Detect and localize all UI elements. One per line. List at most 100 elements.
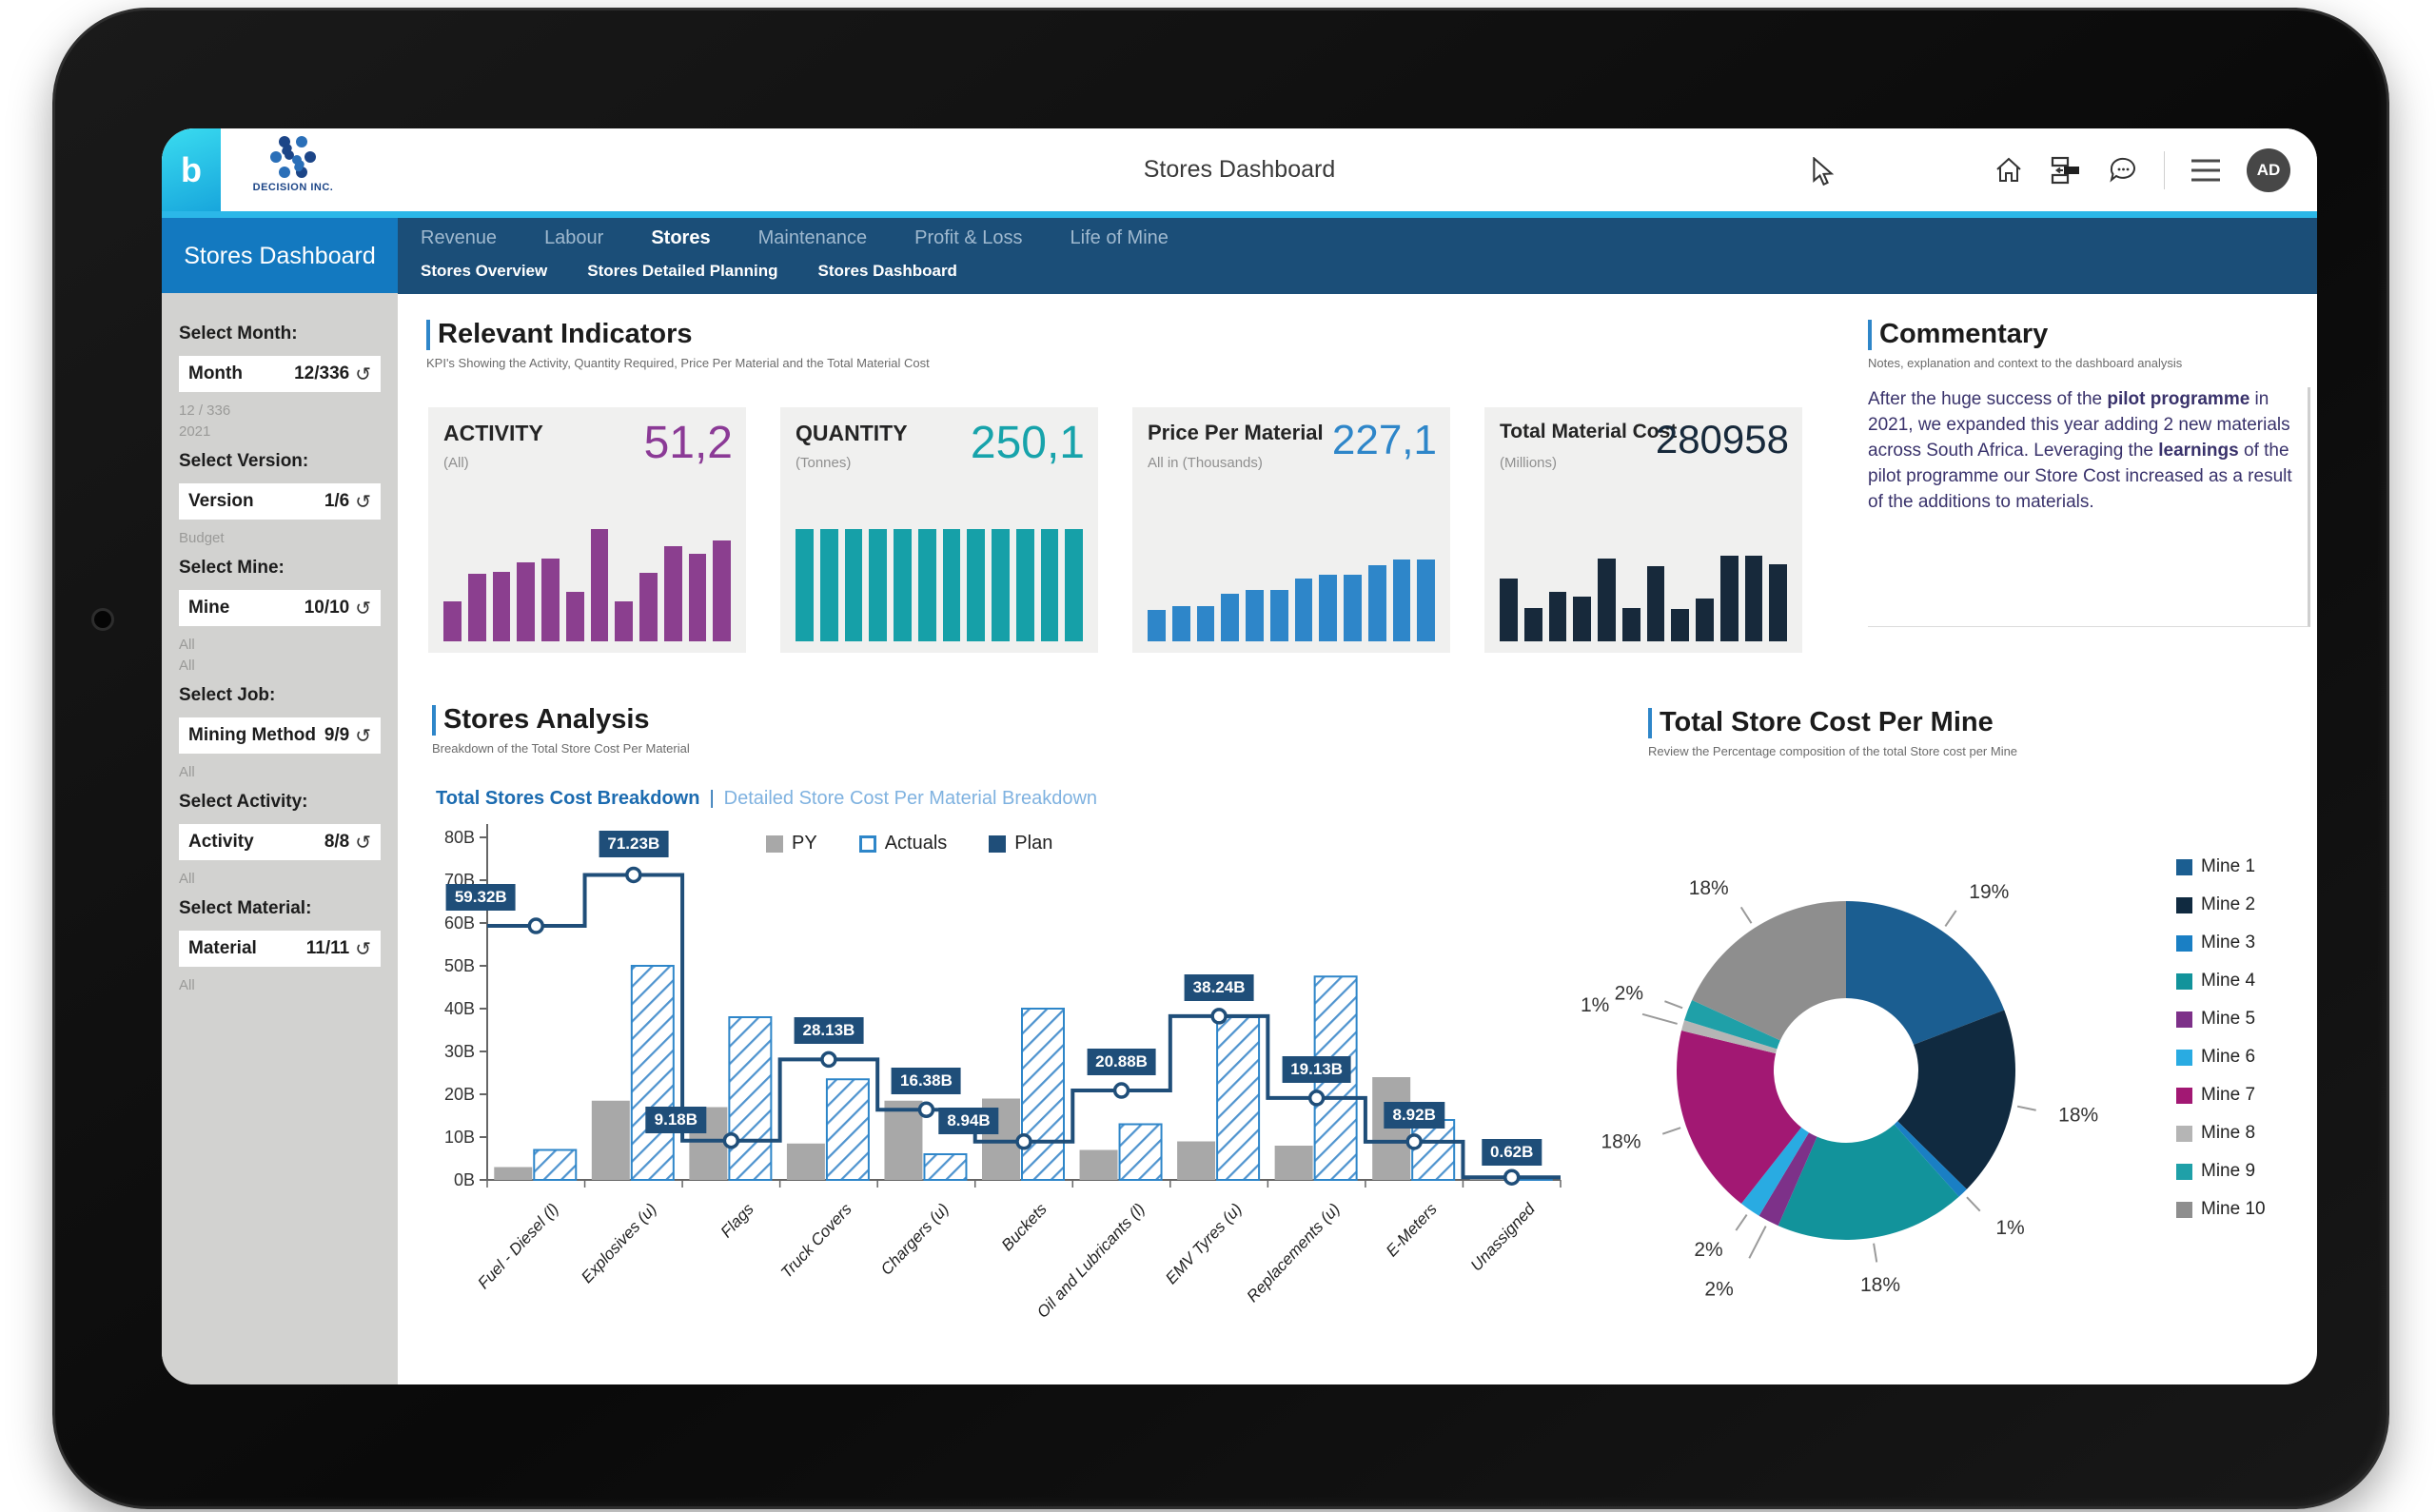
donut-slice-mine-7[interactable] (1677, 1031, 1802, 1204)
legend-swatch (2176, 1087, 2192, 1104)
donut-slice-mine-10[interactable] (1692, 901, 1846, 1041)
legend-swatch (858, 835, 876, 853)
spark-bar (663, 545, 682, 641)
menu-icon[interactable] (2190, 154, 2222, 187)
spark-bar (1500, 578, 1518, 641)
legend-swatch (2176, 858, 2192, 875)
filter-count: 9/9 (324, 725, 350, 745)
mouse-cursor (1811, 156, 1839, 192)
filter-selection: All (179, 977, 195, 993)
svg-text:30B: 30B (444, 1042, 475, 1061)
spark-bar (1573, 596, 1591, 641)
chat-icon[interactable] (2107, 154, 2139, 187)
mine-select[interactable]: Mine 10/10 ↺ (179, 590, 381, 626)
svg-text:10B: 10B (444, 1128, 475, 1147)
top-bar: b DECISION INC. Stores Dashboard (162, 128, 2317, 211)
tab-profit-loss[interactable]: Profit & Loss (914, 227, 1023, 248)
kpi-unit: (Millions) (1500, 455, 1557, 471)
kpi-value: 51,2 (643, 418, 733, 468)
spark-bar (615, 600, 633, 641)
refresh-icon[interactable]: ↺ (355, 832, 371, 854)
spark-bar (1015, 529, 1034, 641)
spark-bar (1392, 559, 1411, 641)
job-select[interactable]: Mining Method 9/9 ↺ (179, 717, 381, 754)
donut-percent-label: 18% (1860, 1274, 1900, 1296)
filter-label: Select Month: (179, 324, 298, 344)
plan-data-label: 71.23B (599, 831, 669, 858)
kpi-unit: (All) (443, 455, 469, 471)
brand-logo: DECISION INC. (236, 134, 350, 193)
month-select[interactable]: Month 12/336 ↺ (179, 356, 381, 392)
kpi-unit: All in (Thousands) (1148, 455, 1263, 471)
donut-percent-label: 18% (2058, 1105, 2098, 1127)
filter-selection: All (179, 871, 195, 887)
avatar[interactable]: AD (2247, 147, 2290, 192)
sitemap-icon[interactable] (2050, 154, 2082, 187)
spark-bar (639, 573, 658, 641)
donut-slice-mine-8[interactable] (1681, 1020, 1778, 1054)
refresh-icon[interactable]: ↺ (355, 598, 371, 619)
activity-select[interactable]: Activity 8/8 ↺ (179, 824, 381, 860)
spark-bar (492, 571, 511, 641)
filter-month: Select Month: Month 12/336 ↺ 12 / 336 2021 (179, 324, 381, 442)
legend-swatch (2176, 972, 2192, 990)
spark-bar (517, 562, 535, 641)
tab-maintenance[interactable]: Maintenance (757, 227, 868, 248)
accent-bar (1648, 707, 1652, 738)
donut-percent-label: 19% (1969, 881, 2009, 903)
donut-slice-mine-9[interactable] (1684, 1000, 1780, 1050)
total-store-cost-per-mine-header: Total Store Cost Per Mine Review the Per… (1648, 707, 2017, 758)
subtab-stores-overview[interactable]: Stores Overview (421, 262, 548, 280)
filter-label: Select Version: (179, 451, 309, 471)
spark-bar (1523, 607, 1542, 641)
subtab-stores-dashboard[interactable]: Stores Dashboard (817, 262, 957, 280)
spark-bar (590, 529, 609, 641)
donut-slice-mine-1[interactable] (1846, 901, 2005, 1045)
refresh-icon[interactable]: ↺ (355, 491, 371, 513)
app-screen: b DECISION INC. Stores Dashboard (162, 128, 2317, 1384)
legend-swatch (989, 835, 1007, 853)
donut-percent-label: 2% (1615, 983, 1643, 1005)
tab-stores[interactable]: Stores (651, 227, 711, 248)
donut-slice-mine-3[interactable] (1894, 1121, 1967, 1197)
refresh-icon[interactable]: ↺ (355, 725, 371, 747)
subtab-stores-detailed-planning[interactable]: Stores Detailed Planning (587, 262, 778, 280)
spark-bar (1367, 564, 1386, 641)
donut-percent-label: 18% (1689, 877, 1729, 899)
kpi-card-activity: ACTIVITY (All) 51,2 (428, 407, 746, 653)
svg-text:40B: 40B (444, 999, 475, 1018)
commentary-text: After the huge success of the pilot prog… (1868, 387, 2310, 627)
donut-slice-mine-2[interactable] (1897, 1010, 2015, 1189)
link-detailed-store-cost[interactable]: Detailed Store Cost Per Material Breakdo… (723, 788, 1098, 809)
section-title: Relevant Indicators (438, 319, 693, 349)
donut-slice-mine-5[interactable] (1758, 1132, 1817, 1227)
link-separator: | (709, 788, 715, 809)
refresh-icon[interactable]: ↺ (355, 938, 371, 960)
spark-bar (467, 574, 486, 641)
donut-slice-mine-6[interactable] (1740, 1127, 1809, 1216)
refresh-icon[interactable]: ↺ (355, 363, 371, 385)
spark-bar (1344, 575, 1362, 641)
version-select[interactable]: Version 1/6 ↺ (179, 483, 381, 520)
accent-bar (432, 704, 436, 736)
plan-data-label: 19.13B (1282, 1055, 1352, 1083)
donut-legend-item: Mine 1 (2176, 848, 2266, 886)
tab-revenue[interactable]: Revenue (421, 227, 498, 248)
legend-swatch (2176, 1011, 2192, 1028)
link-total-stores-cost-breakdown[interactable]: Total Stores Cost Breakdown (436, 788, 700, 809)
spark-bar (942, 529, 961, 641)
donut-legend-item: Mine 9 (2176, 1152, 2266, 1190)
material-select[interactable]: Material 11/11 ↺ (179, 931, 381, 967)
b-logo-letter: b (181, 149, 202, 189)
spark-bar (1671, 608, 1689, 641)
spark-bar (1171, 606, 1190, 641)
kpi-sparkbars (1500, 529, 1787, 641)
tab-labour[interactable]: Labour (544, 227, 604, 248)
donut-slice-mine-4[interactable] (1778, 1124, 1959, 1240)
legend-swatch (2176, 896, 2192, 913)
legend-swatch (2176, 1201, 2192, 1218)
donut-percent-label: 1% (1581, 994, 1609, 1016)
home-icon[interactable] (1993, 154, 2025, 187)
tab-life-of-mine[interactable]: Life of Mine (1070, 227, 1169, 248)
